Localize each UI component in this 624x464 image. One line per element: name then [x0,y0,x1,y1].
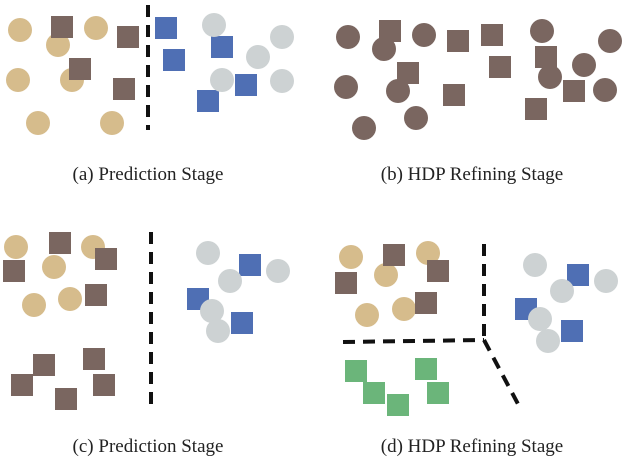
tan-circle [416,241,440,265]
tan-circle [58,287,82,311]
gray-circle [270,69,294,93]
brown-square [51,16,73,38]
gray-circle [206,319,230,343]
gray-circle [210,68,234,92]
brown-circle [334,75,358,99]
brown-square [55,388,77,410]
blue-square [211,36,233,58]
brown-square [3,260,25,282]
brown-circle [412,23,436,47]
diagram-shapes [3,13,622,416]
brown-square [447,30,469,52]
blue-square [231,312,253,334]
blue-square [155,17,177,39]
brown-square [383,244,405,266]
tan-circle [42,255,66,279]
brown-square [93,374,115,396]
tan-circle [6,68,30,92]
divider-lines [146,5,520,408]
green-square [415,358,437,380]
tan-circle [22,293,46,317]
brown-square [113,78,135,100]
caption-panel-b: (b) HDP Refining Stage [381,164,563,185]
brown-circle [598,29,622,53]
brown-square [397,62,419,84]
tan-circle [374,263,398,287]
tan-circle [8,18,32,42]
caption-panel-a: (a) Prediction Stage [73,164,224,185]
tan-circle [355,303,379,327]
blue-square [197,90,219,112]
gray-circle [528,307,552,331]
blue-square [567,264,589,286]
tan-circle [84,16,108,40]
gray-circle [246,45,270,69]
brown-circle [593,78,617,102]
gray-circle [550,279,574,303]
brown-square [563,80,585,102]
gray-circle [218,269,242,293]
brown-square [69,58,91,80]
blue-square [163,49,185,71]
brown-square [535,46,557,68]
gray-circle [202,13,226,37]
brown-circle [386,79,410,103]
tan-circle [100,111,124,135]
caption-panel-d: (d) HDP Refining Stage [381,436,563,457]
brown-circle [404,106,428,130]
green-square [427,382,449,404]
brown-square [489,56,511,78]
brown-square [427,260,449,282]
divider-line-d-diagonal [482,339,520,405]
brown-circle [530,19,554,43]
brown-square [415,292,437,314]
divider-line-d-horizontal [342,338,485,344]
blue-square [561,320,583,342]
brown-circle [538,65,562,89]
gray-circle [536,329,560,353]
blue-square [239,254,261,276]
brown-square [11,374,33,396]
green-square [387,394,409,416]
brown-square [33,354,55,376]
brown-square [49,232,71,254]
gray-circle [594,269,618,293]
gray-circle [266,259,290,283]
green-square [345,360,367,382]
caption-panel-c: (c) Prediction Stage [73,436,224,457]
gray-circle [196,241,220,265]
tan-circle [46,33,70,57]
gray-circle [270,25,294,49]
brown-circle [572,53,596,77]
brown-square [443,84,465,106]
brown-square [83,348,105,370]
brown-square [525,98,547,120]
brown-square [335,272,357,294]
brown-circle [336,25,360,49]
brown-circle [372,37,396,61]
tan-circle [392,297,416,321]
tan-circle [4,235,28,259]
blue-square [235,74,257,96]
brown-square [481,24,503,46]
brown-circle [352,116,376,140]
brown-square [85,284,107,306]
gray-circle [200,299,224,323]
tan-circle [26,111,50,135]
brown-square [117,26,139,48]
tan-circle [339,245,363,269]
brown-square [379,20,401,42]
gray-circle [523,253,547,277]
brown-square [95,248,117,270]
green-square [363,382,385,404]
